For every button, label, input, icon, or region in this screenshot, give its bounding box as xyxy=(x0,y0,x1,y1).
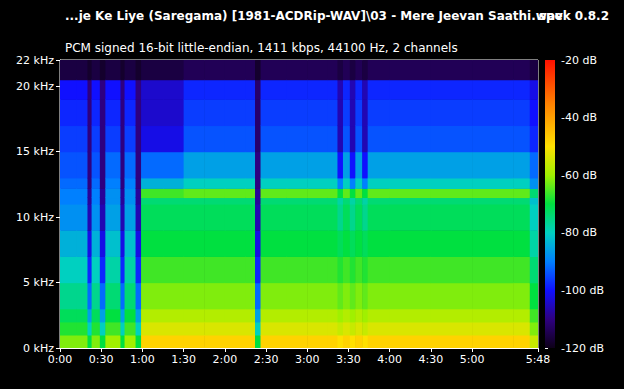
svg-text:1:00: 1:00 xyxy=(130,353,155,366)
svg-text:0 kHz: 0 kHz xyxy=(23,341,54,355)
svg-text:-60 dB: -60 dB xyxy=(561,169,597,182)
svg-text:...je Ke Liye (Saregama) [1981: ...je Ke Liye (Saregama) [1981-ACDRip-WA… xyxy=(65,9,563,23)
svg-text:4:00: 4:00 xyxy=(377,353,402,366)
svg-text:2:00: 2:00 xyxy=(212,353,237,366)
svg-text:5:00: 5:00 xyxy=(460,353,485,366)
svg-text:-100 dB: -100 dB xyxy=(561,284,604,297)
svg-text:0:30: 0:30 xyxy=(89,353,114,366)
svg-text:20 kHz: 20 kHz xyxy=(16,80,54,93)
svg-text:22 kHz: 22 kHz xyxy=(16,54,54,67)
svg-text:1:30: 1:30 xyxy=(171,353,196,366)
svg-text:5:48: 5:48 xyxy=(526,353,551,366)
svg-text:2:30: 2:30 xyxy=(254,353,279,366)
svg-text:5 kHz: 5 kHz xyxy=(23,276,54,289)
svg-text:3:30: 3:30 xyxy=(336,353,361,366)
svg-text:15 kHz: 15 kHz xyxy=(16,145,54,158)
svg-text:-40 dB: -40 dB xyxy=(561,111,597,124)
svg-text:-20 dB: -20 dB xyxy=(561,54,597,67)
svg-text:3:00: 3:00 xyxy=(295,353,320,366)
svg-text:10 kHz: 10 kHz xyxy=(16,211,54,224)
svg-text:4:30: 4:30 xyxy=(419,353,444,366)
svg-text:0:00: 0:00 xyxy=(48,353,73,366)
svg-text:-120 dB: -120 dB xyxy=(561,342,604,355)
svg-text:PCM signed 16-bit little-endia: PCM signed 16-bit little-endian, 1411 kb… xyxy=(65,41,458,55)
svg-text:-80 dB: -80 dB xyxy=(561,226,597,239)
svg-text:spek 0.8.2: spek 0.8.2 xyxy=(539,9,609,23)
